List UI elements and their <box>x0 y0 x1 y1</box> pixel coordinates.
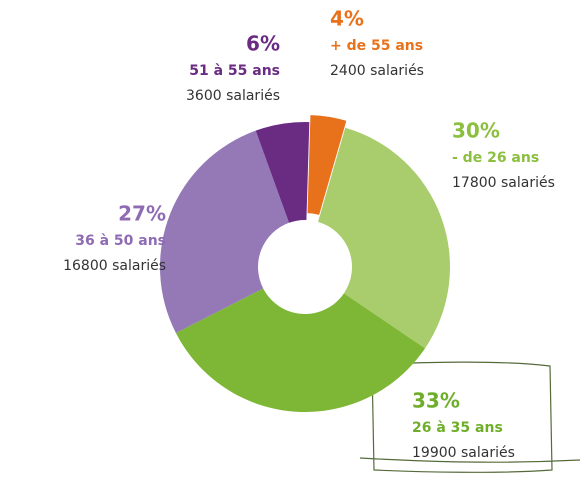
donut-slice <box>307 115 347 215</box>
slice-category: + de 55 ans <box>330 38 423 54</box>
donut-slice <box>318 127 450 349</box>
slice-detail: 17800 salariés <box>452 175 555 191</box>
slice-category: 51 à 55 ans <box>189 63 280 79</box>
slice-percent: 27% <box>118 202 166 226</box>
slice-percent: 33% <box>412 389 460 413</box>
slice-detail: 19900 salariés <box>412 445 515 461</box>
slice-percent: 6% <box>246 32 280 56</box>
donut-slice <box>160 130 290 334</box>
slice-category: 36 à 50 ans <box>75 233 166 249</box>
slice-category: 26 à 35 ans <box>412 420 503 436</box>
slice-detail: 16800 salariés <box>63 258 166 274</box>
slice-detail: 3600 salariés <box>186 88 280 104</box>
donut-slice <box>255 122 310 223</box>
slice-percent: 30% <box>452 119 500 143</box>
donut-slice <box>175 288 426 412</box>
slice-detail: 2400 salariés <box>330 63 424 79</box>
slice-category: - de 26 ans <box>452 150 539 166</box>
hand-drawn-annotation <box>359 361 581 473</box>
slice-percent: 4% <box>330 7 364 31</box>
